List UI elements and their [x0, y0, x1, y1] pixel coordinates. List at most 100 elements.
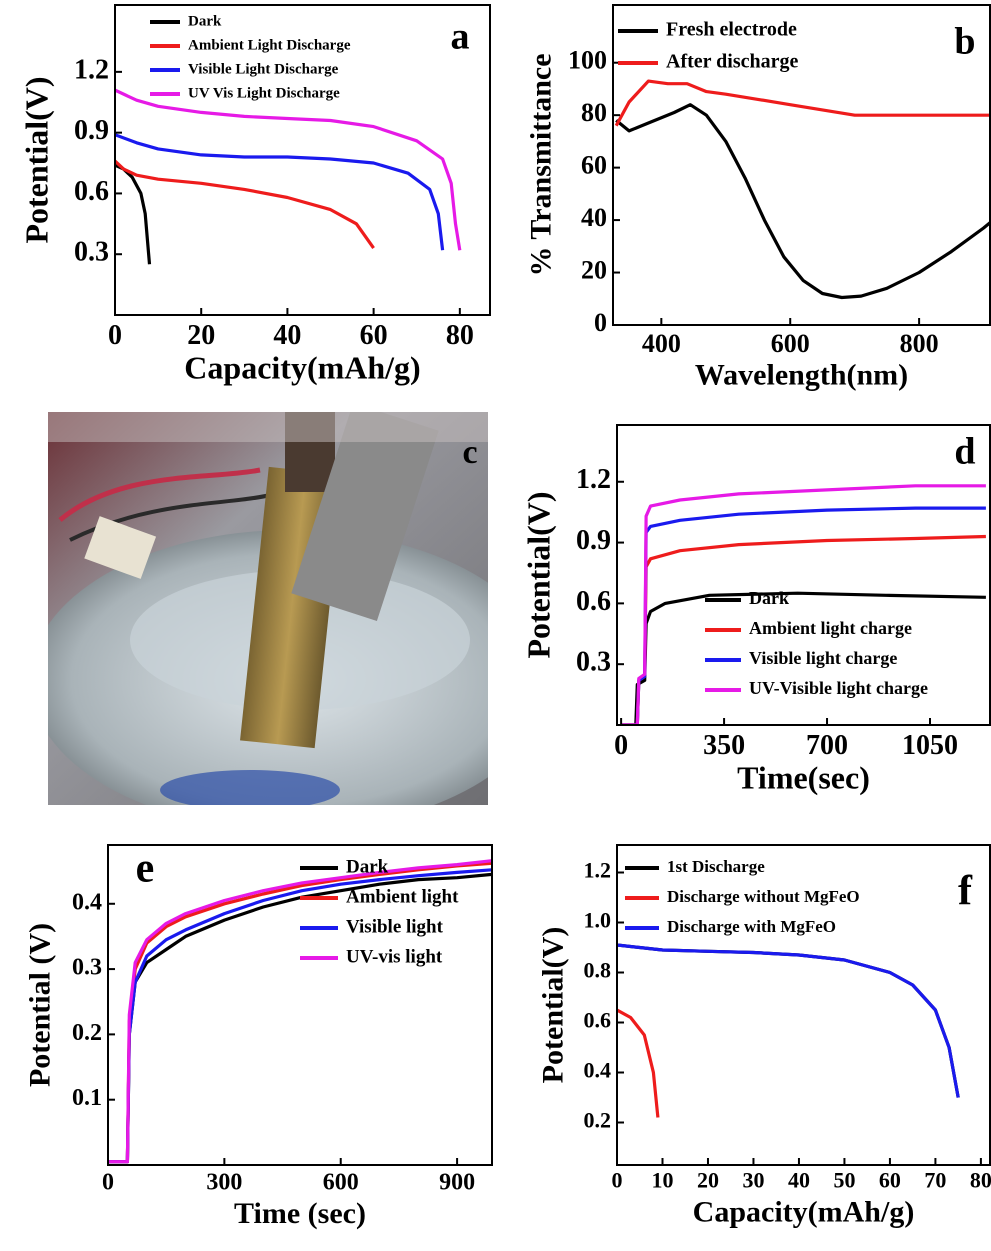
data-line	[108, 859, 492, 1164]
legend-label: Visible light	[346, 916, 444, 937]
y-tick-label: 0.2	[584, 1108, 612, 1133]
x-tick-label: 80	[446, 320, 474, 351]
y-tick-label: 1.0	[584, 908, 612, 933]
x-tick-label: 0	[612, 1168, 623, 1193]
x-axis-title: Capacity(mAh/g)	[184, 350, 420, 386]
y-axis-title: Potential (V)	[23, 923, 56, 1087]
y-tick-label: 0.3	[576, 647, 611, 678]
data-line	[617, 943, 960, 1098]
panel: 0 350 700 1050 0.3 0.6 0.9 1.2 Time(sec) Potentia…	[521, 424, 991, 796]
x-tick-label: 600	[323, 1170, 359, 1196]
y-tick-label: 1.2	[74, 54, 109, 85]
y-axis-title: % Transmittance	[524, 53, 557, 276]
y-tick-label: 0.3	[72, 955, 102, 981]
data-line	[621, 484, 986, 725]
legend-label: Dark	[346, 856, 389, 877]
x-tick-label: 70	[924, 1168, 946, 1193]
x-tick-label: 400	[642, 329, 681, 358]
panel-label: b	[954, 21, 975, 63]
x-tick-label: 0	[614, 730, 628, 761]
x-tick-label: 300	[206, 1170, 242, 1196]
x-tick-label: 20	[697, 1168, 719, 1193]
data-line	[617, 1008, 660, 1118]
y-tick-label: 0.4	[584, 1058, 612, 1083]
y-tick-label: 1.2	[584, 858, 612, 883]
legend-label: 1st Discharge	[667, 857, 765, 876]
y-tick-label: 60	[581, 151, 607, 180]
y-axis-title: Potential(V)	[537, 927, 570, 1084]
x-tick-label: 800	[900, 329, 939, 358]
data-line	[614, 79, 990, 127]
axes-frame	[114, 4, 491, 316]
legend-label: Discharge with MgFeO	[667, 917, 836, 936]
y-tick-label: 0.3	[74, 237, 109, 268]
panel-label: a	[451, 16, 470, 58]
y-tick-label: 80	[581, 98, 607, 127]
panel: 400 600 800 0 20 40 60 80 100 Wavelength(nm) % Tra…	[524, 4, 991, 392]
axes-frame	[616, 844, 991, 1166]
legend-label: Fresh electrode	[666, 19, 797, 41]
y-axis-title: Potential(V)	[19, 76, 55, 243]
axes-frame	[107, 844, 493, 1166]
panel-label: f	[958, 869, 973, 915]
panel-label: d	[954, 431, 975, 473]
legend-label: Dark	[188, 13, 222, 29]
y-tick-label: 40	[581, 203, 607, 232]
panel-label: e	[136, 846, 155, 892]
y-tick-label: 100	[568, 46, 607, 75]
legend-label: Ambient light	[346, 886, 459, 907]
x-tick-label: 0	[102, 1170, 114, 1196]
x-axis-title: Time(sec)	[737, 760, 870, 796]
data-line	[615, 103, 990, 300]
legend-label: Discharge without MgFeO	[667, 887, 860, 906]
x-tick-label: 30	[742, 1168, 764, 1193]
axes-frame	[616, 424, 991, 726]
legend-label: UV-Visible light charge	[749, 678, 928, 698]
y-tick-label: 20	[581, 256, 607, 285]
panel-label: c	[462, 434, 477, 471]
legend-label: Dark	[749, 588, 789, 608]
legend-label: Visible Light Discharge	[188, 61, 339, 77]
data-line	[617, 943, 960, 1098]
y-tick-label: 0.8	[584, 958, 612, 983]
x-tick-label: 60	[360, 320, 388, 351]
y-tick-label: 0.2	[72, 1020, 102, 1046]
y-tick-label: 0.4	[72, 889, 102, 915]
y-tick-label: 0	[594, 308, 607, 337]
legend-label: Ambient light charge	[749, 618, 912, 638]
legend-label: Visible light charge	[749, 648, 897, 668]
legend-label: UV-vis light	[346, 946, 443, 967]
y-tick-label: 0.1	[72, 1085, 102, 1111]
data-line	[115, 163, 152, 265]
photo	[48, 412, 488, 805]
x-tick-label: 700	[806, 730, 848, 761]
x-tick-label: 0	[108, 320, 122, 351]
y-tick-label: 0.6	[576, 586, 611, 617]
x-axis-title: Time (sec)	[234, 1197, 366, 1230]
y-axis-title: Potential(V)	[521, 491, 557, 658]
data-line	[108, 861, 492, 1164]
x-tick-label: 20	[187, 320, 215, 351]
x-tick-label: 50	[833, 1168, 855, 1193]
x-tick-label: 10	[651, 1168, 673, 1193]
legend-label: After discharge	[666, 51, 798, 73]
y-tick-label: 0.6	[584, 1008, 612, 1033]
x-tick-label: 1050	[902, 730, 958, 761]
legend-label: UV Vis Light Discharge	[188, 85, 340, 101]
y-tick-label: 1.2	[576, 464, 611, 495]
x-tick-label: 350	[703, 730, 745, 761]
x-axis-title: Wavelength(nm)	[695, 359, 908, 392]
legend-label: Ambient Light Discharge	[188, 37, 351, 53]
x-axis-title: Capacity(mAh/g)	[693, 1195, 915, 1228]
axes-frame	[612, 4, 991, 326]
panel: 0 20 40 60 80 0.3 0.6 0.9 1.2 Capacity(mAh/g) Pote…	[19, 4, 491, 386]
x-tick-label: 900	[439, 1170, 475, 1196]
x-tick-label: 60	[879, 1168, 901, 1193]
data-line	[115, 159, 375, 250]
y-tick-label: 0.6	[74, 176, 109, 207]
y-tick-label: 0.9	[576, 525, 611, 556]
x-tick-label: 600	[771, 329, 810, 358]
x-tick-label: 40	[273, 320, 301, 351]
x-tick-label: 80	[970, 1168, 991, 1193]
